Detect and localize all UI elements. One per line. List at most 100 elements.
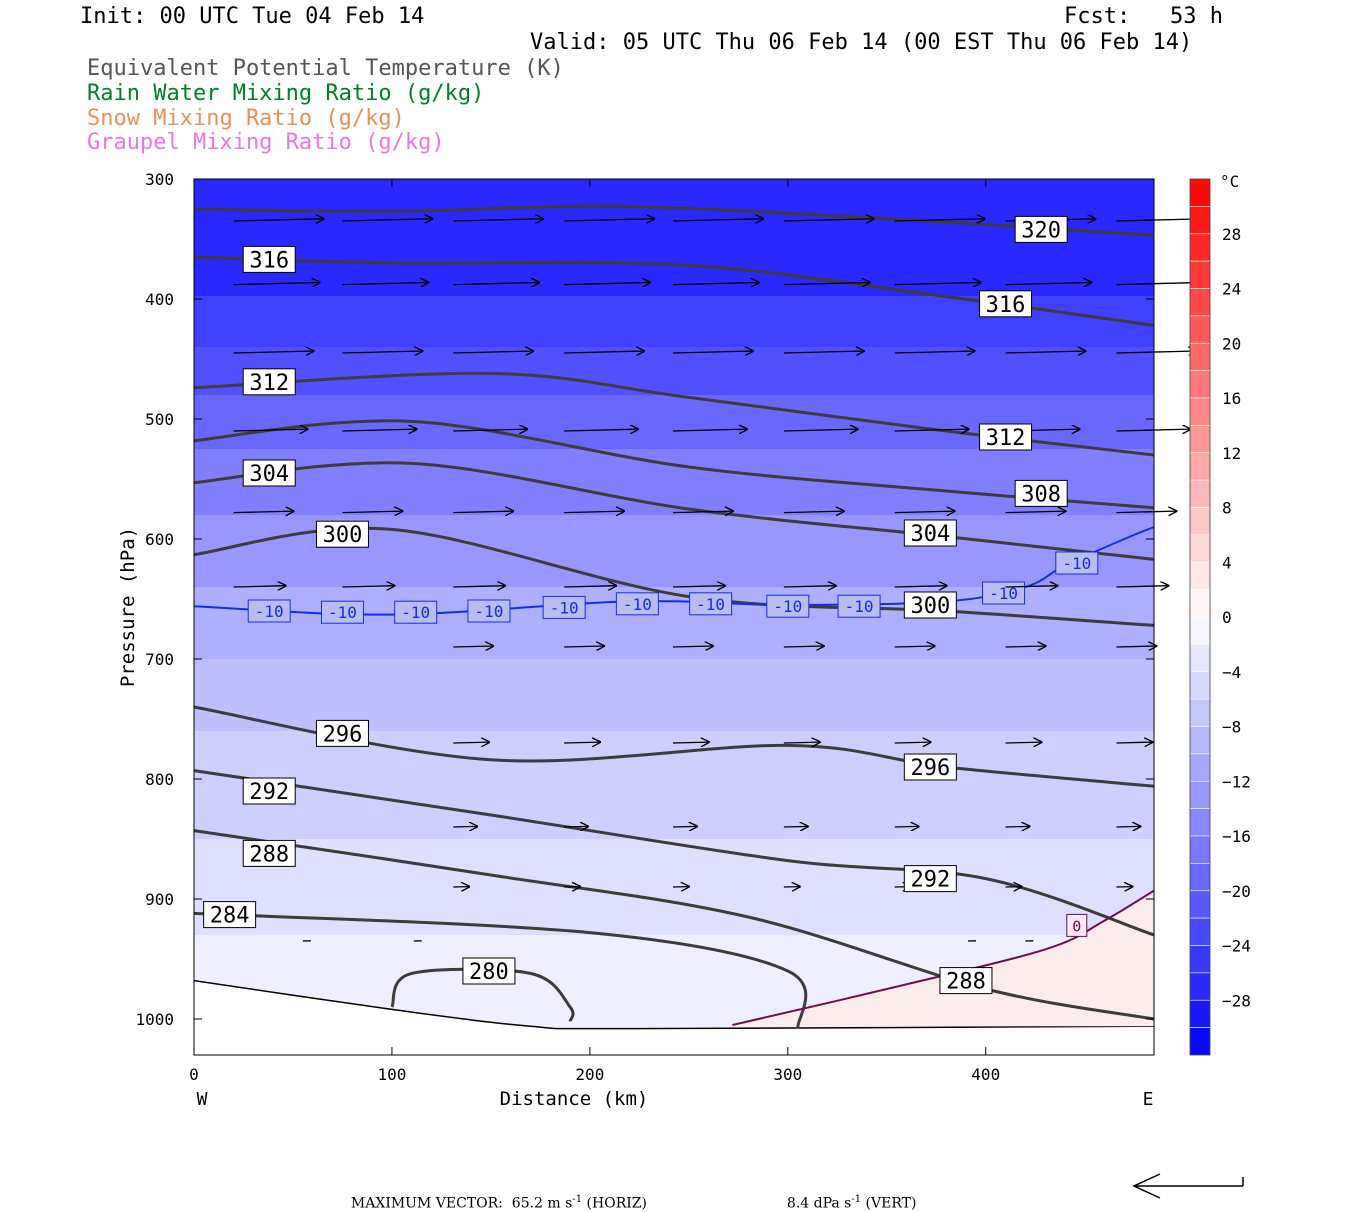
contour-label: 284 xyxy=(204,902,256,929)
contour-label-text: 292 xyxy=(249,780,289,805)
temperature-band xyxy=(194,179,1154,297)
colorbar-swatch xyxy=(1190,453,1210,480)
wind-vector xyxy=(673,742,709,743)
colorbar-swatch xyxy=(1190,809,1210,836)
colorbar-label: 16 xyxy=(1222,389,1241,408)
x-tick-label: 400 xyxy=(971,1065,1000,1084)
contour-label: 296 xyxy=(316,720,368,747)
contour-label-text: 304 xyxy=(249,462,289,487)
x-tick-label: 300 xyxy=(773,1065,802,1084)
colorbar-swatch xyxy=(1190,480,1210,507)
wind-vector xyxy=(1006,742,1042,743)
colorbar-swatch xyxy=(1190,371,1210,398)
y-axis-title: Pressure (hPa) xyxy=(117,527,139,687)
contour-label: 288 xyxy=(940,968,992,995)
vert-vector-value: 8.4 dPa s xyxy=(787,1196,851,1212)
contour-label-text: 292 xyxy=(910,868,950,893)
contour-label: 300 xyxy=(904,592,956,619)
colorbar-swatch xyxy=(1190,1028,1210,1055)
colorbar-swatch xyxy=(1190,644,1210,671)
wind-vector xyxy=(564,742,600,743)
y-tick-label: 900 xyxy=(145,890,174,909)
isotherm-label-text: -10 xyxy=(623,595,652,614)
wind-vector xyxy=(784,826,808,827)
isotherm-label-text: -10 xyxy=(1062,554,1091,573)
contour-label: 304 xyxy=(243,460,295,487)
colorbar-swatch xyxy=(1190,289,1210,316)
isotherm-label-text: -10 xyxy=(401,603,430,622)
contour-label: 292 xyxy=(243,778,295,805)
contour-label-text: 288 xyxy=(249,842,289,867)
isotherm-label: -10 xyxy=(616,593,658,615)
colorbar-label: −4 xyxy=(1222,663,1241,682)
isotherm-label: -10 xyxy=(248,600,290,622)
colorbar-swatch xyxy=(1190,206,1210,233)
colorbar-swatch xyxy=(1190,1000,1210,1027)
isotherm-label: -10 xyxy=(690,593,732,615)
y-tick-label: 400 xyxy=(145,290,174,309)
vert-vector-caption: 8.4 dPa s-1 (VERT) xyxy=(778,1178,916,1212)
contour-label-text: 288 xyxy=(946,970,986,995)
wind-vector xyxy=(564,826,588,827)
contour-label-text: 300 xyxy=(910,594,950,619)
colorbar-label: 24 xyxy=(1222,280,1241,299)
isotherm-label: -10 xyxy=(767,595,809,617)
contour-label-text: 316 xyxy=(249,248,289,273)
colorbar-swatch xyxy=(1190,343,1210,370)
contour-label: 288 xyxy=(243,840,295,867)
isotherm-label-text: -10 xyxy=(328,603,357,622)
wind-vector xyxy=(784,742,820,743)
contour-label-text: 304 xyxy=(910,522,950,547)
contour-label: 300 xyxy=(316,521,368,548)
horiz-vector-value: 65.2 m s xyxy=(512,1196,573,1212)
isotherm-label-text: -10 xyxy=(773,597,802,616)
colorbar-swatch xyxy=(1190,508,1210,535)
contour-label: 304 xyxy=(904,520,956,547)
colorbar-label: 20 xyxy=(1222,334,1241,353)
x-tick-label: 0 xyxy=(189,1065,199,1084)
contour-label-text: 320 xyxy=(1021,218,1061,243)
contour-label: 296 xyxy=(904,754,956,781)
contour-label-text: 312 xyxy=(249,371,289,396)
colorbar-swatch xyxy=(1190,946,1210,973)
wind-vector xyxy=(673,826,697,827)
colorbar-swatch xyxy=(1190,781,1210,808)
isotherm-label: -10 xyxy=(543,596,585,618)
colorbar-swatch xyxy=(1190,754,1210,781)
contour-label: 312 xyxy=(243,369,295,396)
colorbar-swatch xyxy=(1190,699,1210,726)
colorbar-swatch xyxy=(1190,316,1210,343)
colorbar-label: 12 xyxy=(1222,444,1241,463)
colorbar-swatch xyxy=(1190,672,1210,699)
isotherm-label-text: -10 xyxy=(845,597,874,616)
colorbar-label: −28 xyxy=(1222,991,1251,1010)
contour-label-text: 296 xyxy=(323,722,363,747)
horiz-tag: (HORIZ) xyxy=(582,1196,647,1212)
isotherm-label: -10 xyxy=(1056,552,1098,574)
y-tick-label: 800 xyxy=(145,770,174,789)
x-axis-title: Distance (km) xyxy=(500,1088,649,1110)
y-tick-label: 500 xyxy=(145,410,174,429)
colorbar-swatch xyxy=(1190,234,1210,261)
isotherm-label: -10 xyxy=(468,600,510,622)
colorbar-swatch xyxy=(1190,562,1210,589)
freezing-label-text: 0 xyxy=(1072,917,1081,935)
colorbar-swatch xyxy=(1190,891,1210,918)
contour-label-text: 284 xyxy=(210,904,250,929)
y-tick-label: 1000 xyxy=(135,1010,174,1029)
colorbar-label: −20 xyxy=(1222,882,1251,901)
max-vector-caption: MAXIMUM VECTOR: 65.2 m s-1 (HORIZ) xyxy=(342,1178,647,1212)
colorbar-label: 4 xyxy=(1222,553,1232,572)
contour-label-text: 280 xyxy=(469,960,509,985)
colorbar-swatch xyxy=(1190,918,1210,945)
colorbar-label: 8 xyxy=(1222,499,1232,518)
isotherm-label-text: -10 xyxy=(550,598,579,617)
isotherm-label-text: -10 xyxy=(255,602,284,621)
colorbar-swatch xyxy=(1190,617,1210,644)
colorbar-swatch xyxy=(1190,535,1210,562)
colorbar-label: −16 xyxy=(1222,827,1251,846)
x-tick-label: 200 xyxy=(575,1065,604,1084)
temperature-band xyxy=(194,449,1154,515)
